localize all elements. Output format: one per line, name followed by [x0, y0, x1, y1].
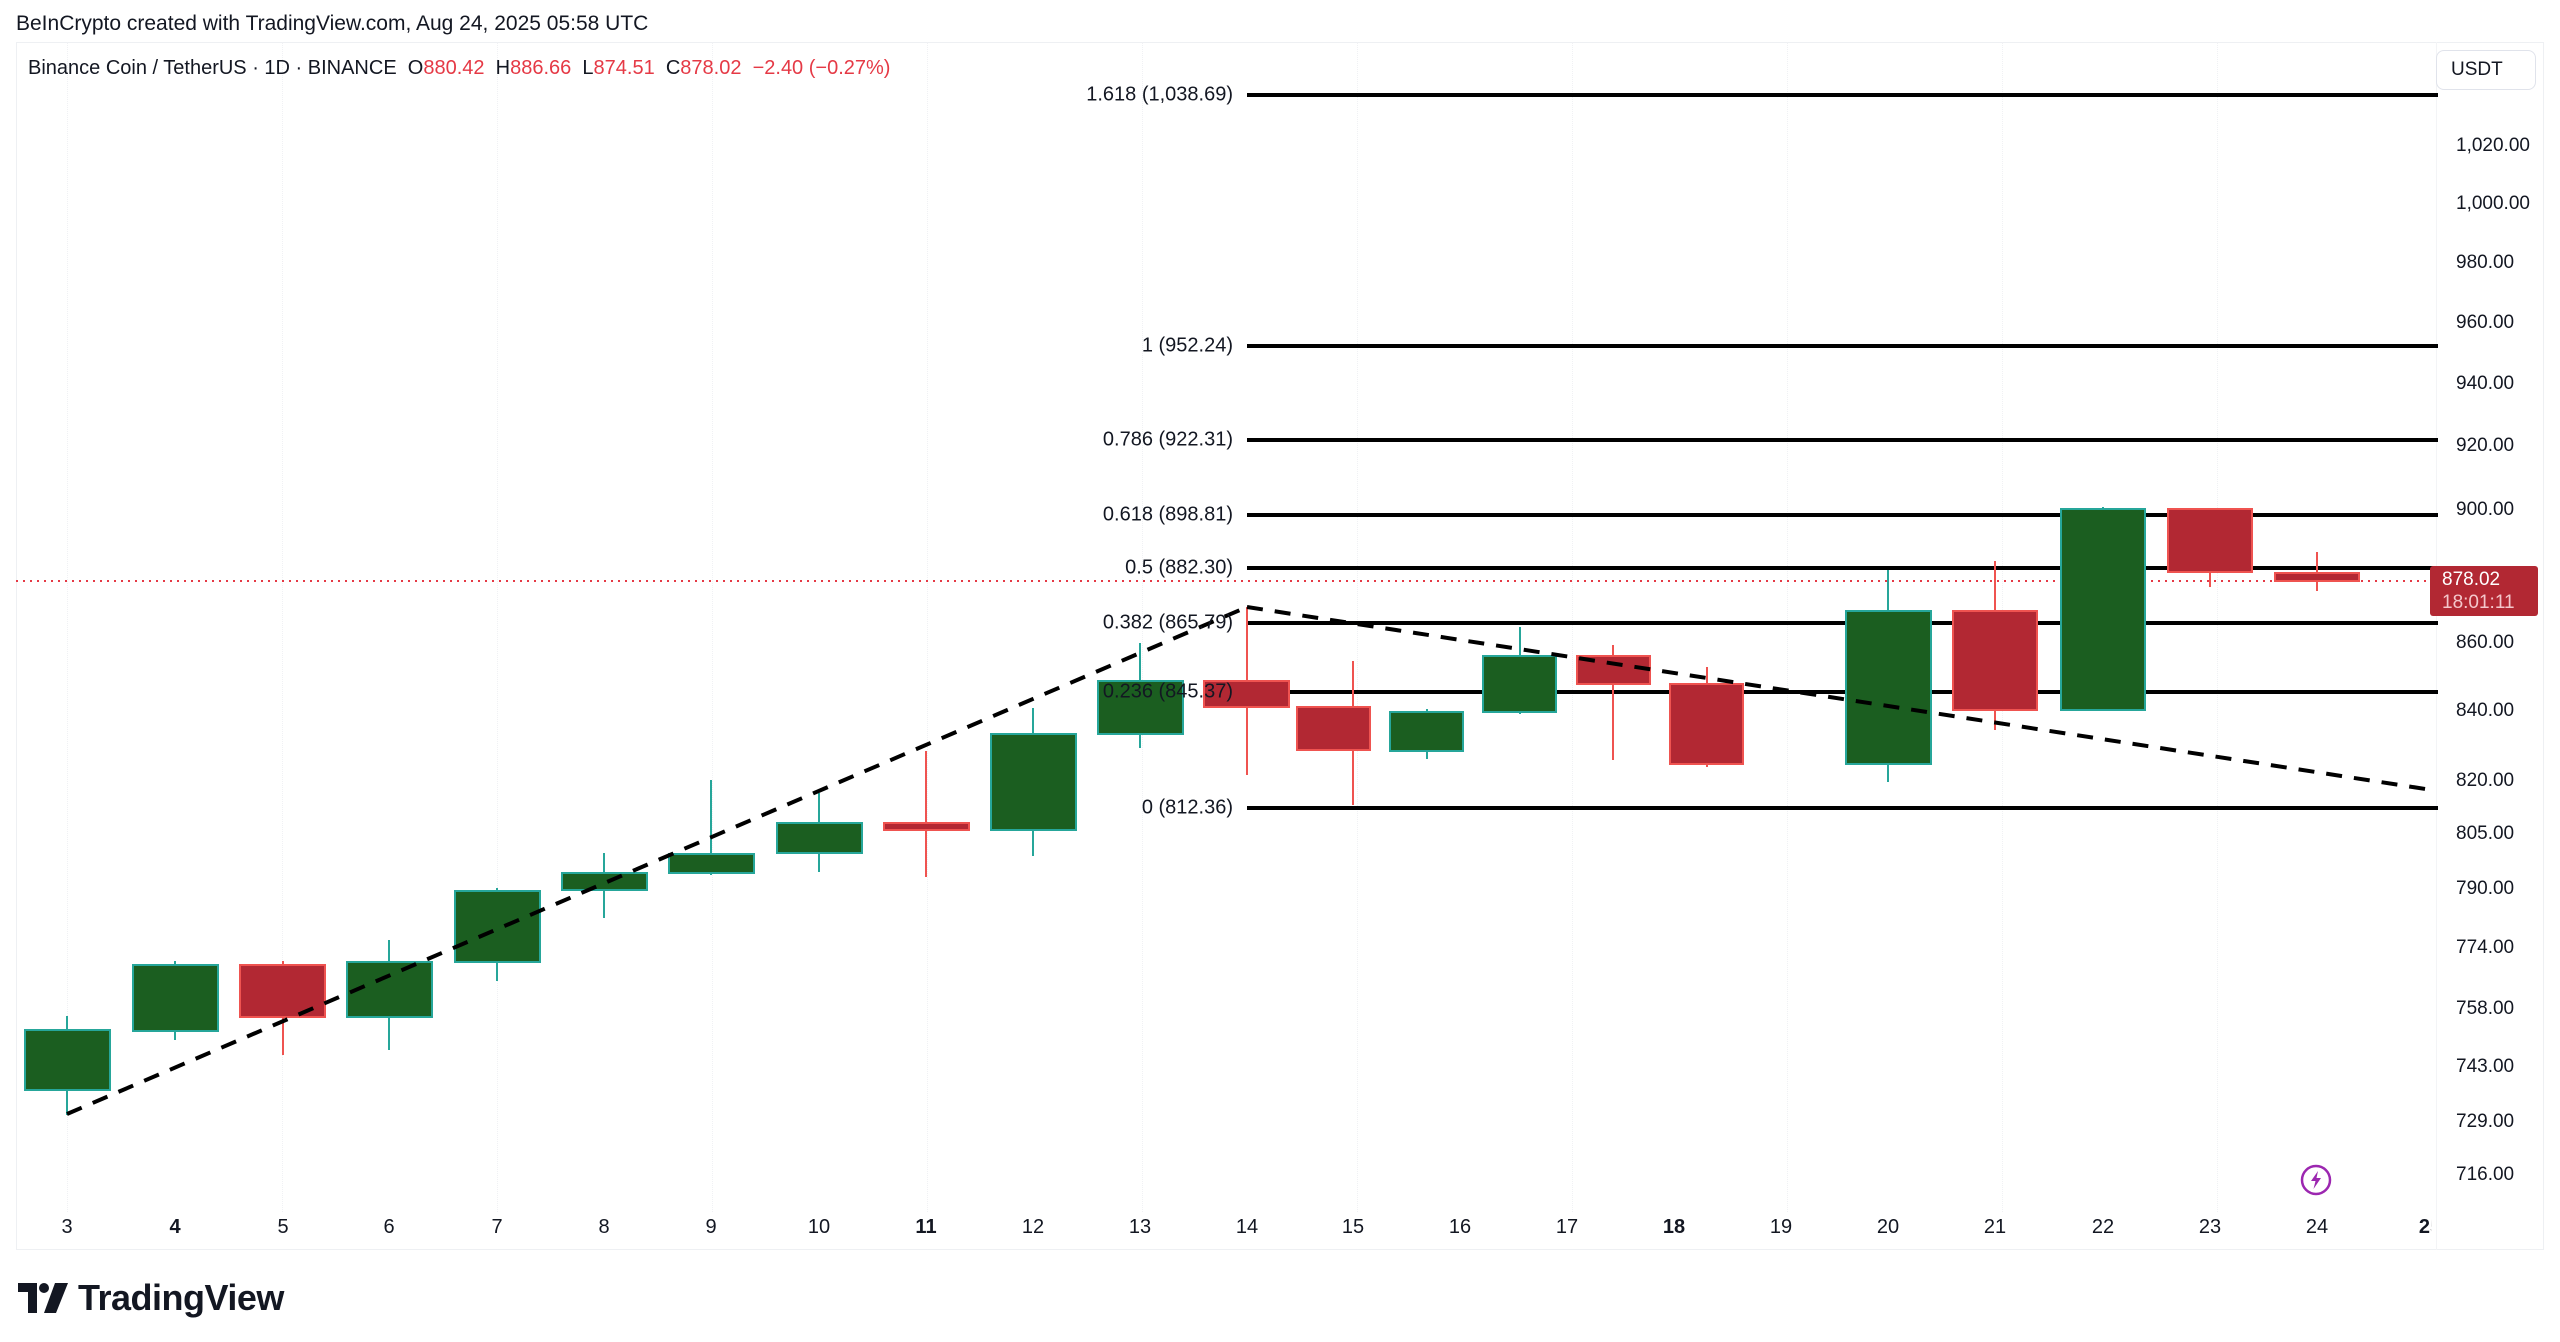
bar-countdown: 18:01:11 — [2442, 592, 2515, 613]
date-tick: 12 — [1021, 1216, 1045, 1238]
open-value: 880.42 — [423, 57, 485, 79]
price-tick: 840.00 — [2456, 700, 2515, 721]
high-key: H — [495, 57, 511, 79]
low-key: L — [582, 57, 594, 79]
date-tick: 20 — [1876, 1216, 1900, 1238]
trendlines — [66, 605, 2433, 1116]
date-tick: 14 — [1235, 1216, 1259, 1238]
price-tick: 1,000.00 — [2456, 193, 2530, 214]
attribution-text: BeInCrypto created with TradingView.com,… — [16, 12, 649, 35]
fib-label-1618: 1.618 (1,038.69) — [1086, 83, 1233, 106]
price-tick: 774.00 — [2456, 937, 2515, 958]
date-tick: 8 — [598, 1216, 610, 1238]
tradingview-logo-icon — [18, 1283, 68, 1313]
date-tick: 13 — [1128, 1216, 1152, 1238]
date-tick: 21 — [1983, 1216, 2007, 1238]
price-tick: 920.00 — [2456, 435, 2515, 456]
lightning-bolt-icon[interactable] — [2300, 1164, 2332, 1196]
price-tick: 900.00 — [2456, 499, 2515, 520]
grid-line — [927, 42, 928, 1212]
date-tick: 23 — [2198, 1216, 2222, 1238]
date-tick: 9 — [705, 1216, 717, 1238]
date-tick: 11 — [915, 1216, 937, 1238]
date-tick: 10 — [807, 1216, 831, 1238]
last-price-tag: 878.02 18:01:11 — [2430, 566, 2538, 616]
tradingview-logo[interactable]: TradingView — [18, 1277, 284, 1319]
price-tick: 790.00 — [2456, 878, 2515, 899]
date-tick: 22 — [2091, 1216, 2115, 1238]
change-value: −2.40 (−0.27%) — [752, 57, 891, 79]
price-tick: 758.00 — [2456, 998, 2515, 1019]
close-value: 878.02 — [680, 57, 742, 79]
date-tick: 19 — [1769, 1216, 1793, 1238]
price-tick: 960.00 — [2456, 312, 2515, 333]
price-tick: 716.00 — [2456, 1164, 2515, 1185]
price-tick: 729.00 — [2456, 1111, 2515, 1132]
price-tick: 1,020.00 — [2456, 135, 2530, 156]
price-axis-separator — [2436, 42, 2437, 1250]
fib-label-1: 1 (952.24) — [1141, 334, 1233, 357]
date-tick: 15 — [1341, 1216, 1365, 1238]
price-tick: 743.00 — [2456, 1056, 2515, 1077]
price-tick: 820.00 — [2456, 770, 2515, 791]
date-tick: 18 — [1662, 1216, 1686, 1238]
fib-label-0618: 0.618 (898.81) — [1102, 503, 1233, 526]
fib-label-05: 0.5 (882.30) — [1125, 556, 1233, 579]
chart-panel[interactable] — [16, 42, 2544, 1250]
fib-retracement-lines — [1247, 93, 2438, 810]
price-tick: 940.00 — [2456, 373, 2515, 394]
grid-line — [282, 42, 283, 1212]
fib-label-0: 0 (812.36) — [1141, 796, 1233, 819]
date-tick: 24 — [2305, 1216, 2329, 1238]
date-tick: 7 — [491, 1216, 503, 1238]
fib-label-0786: 0.786 (922.31) — [1102, 428, 1233, 451]
date-tick: 25 — [2418, 1216, 2442, 1238]
tradingview-wordmark: TradingView — [78, 1277, 284, 1318]
date-tick: 3 — [61, 1216, 73, 1238]
date-tick: 17 — [1555, 1216, 1579, 1238]
price-tick: 805.00 — [2456, 823, 2515, 844]
date-tick: 4 — [169, 1216, 181, 1238]
symbol-name[interactable]: Binance Coin / TetherUS · 1D · BINANCE — [28, 57, 397, 79]
grid-line — [1142, 42, 1143, 1212]
grid-line — [1572, 42, 1573, 1212]
grid-line — [1357, 42, 1358, 1212]
grid-line — [1787, 42, 1788, 1212]
close-key: C — [665, 57, 681, 79]
price-tick: 860.00 — [2456, 632, 2515, 653]
grid-line — [67, 42, 68, 1212]
grid-line — [2217, 42, 2218, 1212]
symbol-legend: Binance Coin / TetherUS · 1D · BINANCE O… — [28, 57, 890, 80]
grid-line — [712, 42, 713, 1212]
low-value: 874.51 — [593, 57, 655, 79]
open-key: O — [407, 57, 424, 79]
candles — [24, 507, 2360, 1115]
fib-label-0236: 0.236 (845.37) — [1102, 680, 1233, 703]
high-value: 886.66 — [510, 57, 572, 79]
date-tick: 5 — [277, 1216, 289, 1238]
date-tick: 6 — [383, 1216, 395, 1238]
price-tick: 980.00 — [2456, 252, 2515, 273]
currency-unit-button[interactable]: USDT — [2436, 50, 2536, 90]
last-price-value: 878.02 — [2442, 569, 2501, 590]
fib-label-0382: 0.382 (865.79) — [1102, 611, 1233, 634]
date-tick: 16 — [1448, 1216, 1472, 1238]
grid-line — [497, 42, 498, 1212]
